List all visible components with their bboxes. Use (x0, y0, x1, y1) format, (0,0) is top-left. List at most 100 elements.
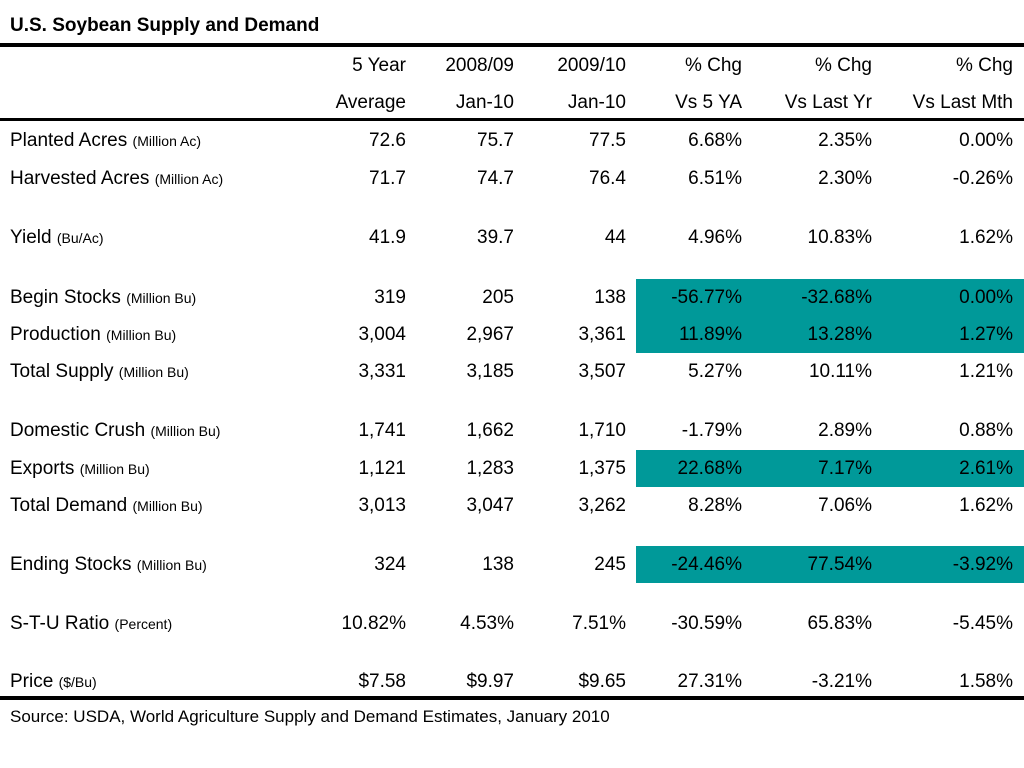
table-cell: 1.62% (959, 495, 1013, 516)
table-cell: 3,331 (358, 361, 406, 382)
table-cell: 2,967 (466, 324, 514, 345)
table-cell: 76.4 (589, 168, 626, 189)
table-cell: -0.26% (952, 168, 1013, 189)
table-cell: 3,361 (578, 324, 626, 345)
row-unit: (Percent) (114, 616, 173, 632)
table-cell: 1.62% (959, 227, 1013, 248)
table-cell: $7.58 (358, 671, 406, 692)
header-2008-line1: 2008/09 (445, 55, 514, 76)
table-cell: 72.6 (369, 130, 406, 151)
table-cell: 2.30% (818, 168, 872, 189)
table-cell: 1,662 (466, 420, 514, 441)
row-label-text: Price (10, 671, 54, 692)
table-cell: 7.17% (818, 458, 872, 479)
table-row: Ending Stocks (Million Bu) 324 138 245 -24.4… (0, 546, 1024, 583)
table-cell: 1.27% (959, 324, 1013, 345)
table-cell: -32.68% (801, 287, 872, 308)
row-unit: (Million Bu) (126, 290, 197, 306)
table-cell: -24.46% (671, 554, 742, 575)
highlight-cell-bg (636, 316, 754, 353)
highlight-cell-bg (882, 316, 1024, 353)
row-label: Ending Stocks (Million Bu) (10, 546, 207, 583)
table-row: Domestic Crush (Million Bu) 1,741 1,662 1,7… (0, 412, 1024, 449)
table-cell: -56.77% (671, 287, 742, 308)
source-note: Source: USDA, World Agriculture Supply a… (10, 707, 610, 726)
header-chg5ya-line1: % Chg (684, 55, 742, 76)
row-unit: (Million Bu) (136, 557, 207, 573)
row-label: Harvested Acres (Million Ac) (10, 160, 223, 197)
table-row: Harvested Acres (Million Ac) 71.7 74.7 76.4… (0, 160, 1024, 197)
header-chg5ya-line2: Vs 5 YA (675, 92, 742, 113)
row-unit: (Million Bu) (106, 327, 177, 343)
header-rule (0, 118, 1024, 121)
table-cell: 3,262 (578, 495, 626, 516)
highlight-cell-bg (754, 546, 882, 583)
table-row: Yield (Bu/Ac) 41.9 39.7 44 4.96% 10.83% 1.62% (0, 219, 1024, 256)
table-cell: 44 (604, 227, 626, 248)
row-unit: (Million Ac) (154, 171, 224, 187)
table-cell: 8.28% (688, 495, 742, 516)
table-cell: 27.31% (677, 671, 742, 692)
highlight-cell-bg (636, 450, 754, 487)
row-label: Production (Million Bu) (10, 316, 176, 353)
table-cell: 3,047 (466, 495, 514, 516)
row-unit: (Million Ac) (132, 133, 201, 149)
table-cell: -30.59% (671, 613, 742, 634)
highlight-cell-bg (882, 450, 1024, 487)
table-cell: 319 (374, 287, 406, 308)
table-cell: 138 (594, 287, 626, 308)
table-cell: 10.82% (341, 613, 406, 634)
table-cell: 6.68% (688, 130, 742, 151)
table-cell: 205 (482, 287, 514, 308)
header-chglastyr-line1: % Chg (814, 55, 872, 76)
table-cell: 1,121 (358, 458, 406, 479)
table-row: Production (Million Bu) 3,004 2,967 3,361 11… (0, 316, 1024, 353)
table-row: Begin Stocks (Million Bu) 319 205 138 -56.77… (0, 279, 1024, 316)
bottom-rule (0, 696, 1024, 700)
table-cell: 2.89% (818, 420, 872, 441)
table-cell: 2.35% (818, 130, 872, 151)
table-cell: 138 (482, 554, 514, 575)
table-cell: 10.83% (807, 227, 872, 248)
table-cell: 3,004 (358, 324, 406, 345)
top-rule (0, 43, 1024, 47)
table-cell: 1,710 (578, 420, 626, 441)
table-cell: 1,741 (358, 420, 406, 441)
table-cell: 75.7 (477, 130, 514, 151)
table-cell: $9.65 (578, 671, 626, 692)
table-cell: 2.61% (959, 458, 1013, 479)
highlight-cell-bg (754, 450, 882, 487)
table-row: Planted Acres (Million Ac) 72.6 75.7 77.5 6.… (0, 122, 1024, 159)
header-2009-line1: 2009/10 (557, 55, 626, 76)
highlight-cell-bg (754, 316, 882, 353)
table-cell: 3,185 (466, 361, 514, 382)
table-cell: 41.9 (369, 227, 406, 248)
highlight-cell-bg (636, 546, 754, 583)
row-unit: ($/Bu) (58, 674, 97, 690)
row-label: Planted Acres (Million Ac) (10, 122, 201, 159)
row-unit: (Million Bu) (118, 364, 189, 380)
highlight-cell-bg (636, 279, 754, 316)
table-cell: 4.53% (460, 613, 514, 634)
table-cell: 4.96% (688, 227, 742, 248)
table-row: Exports (Million Bu) 1,121 1,283 1,375 22.68… (0, 450, 1024, 487)
row-label-text: Harvested Acres (10, 168, 150, 189)
row-label: Exports (Million Bu) (10, 450, 150, 487)
header-5yr-line1: 5 Year (352, 55, 406, 76)
row-label: Total Demand (Million Bu) (10, 487, 203, 524)
row-label-text: Production (10, 324, 101, 345)
table-cell: 74.7 (477, 168, 514, 189)
table-cell: 7.51% (572, 613, 626, 634)
table-cell: 0.00% (959, 287, 1013, 308)
table-cell: 3,013 (358, 495, 406, 516)
table-cell: 11.89% (678, 324, 742, 345)
row-label-text: Planted Acres (10, 130, 128, 151)
table-cell: 65.83% (807, 613, 872, 634)
table-cell: 77.54% (807, 554, 872, 575)
table-cell: 1.21% (959, 361, 1013, 382)
table-cell: 6.51% (688, 168, 742, 189)
table-row: Total Supply (Million Bu) 3,331 3,185 3,507… (0, 353, 1024, 390)
row-label-text: Yield (10, 227, 52, 248)
table-cell: 77.5 (589, 130, 626, 151)
table-cell: 39.7 (477, 227, 514, 248)
